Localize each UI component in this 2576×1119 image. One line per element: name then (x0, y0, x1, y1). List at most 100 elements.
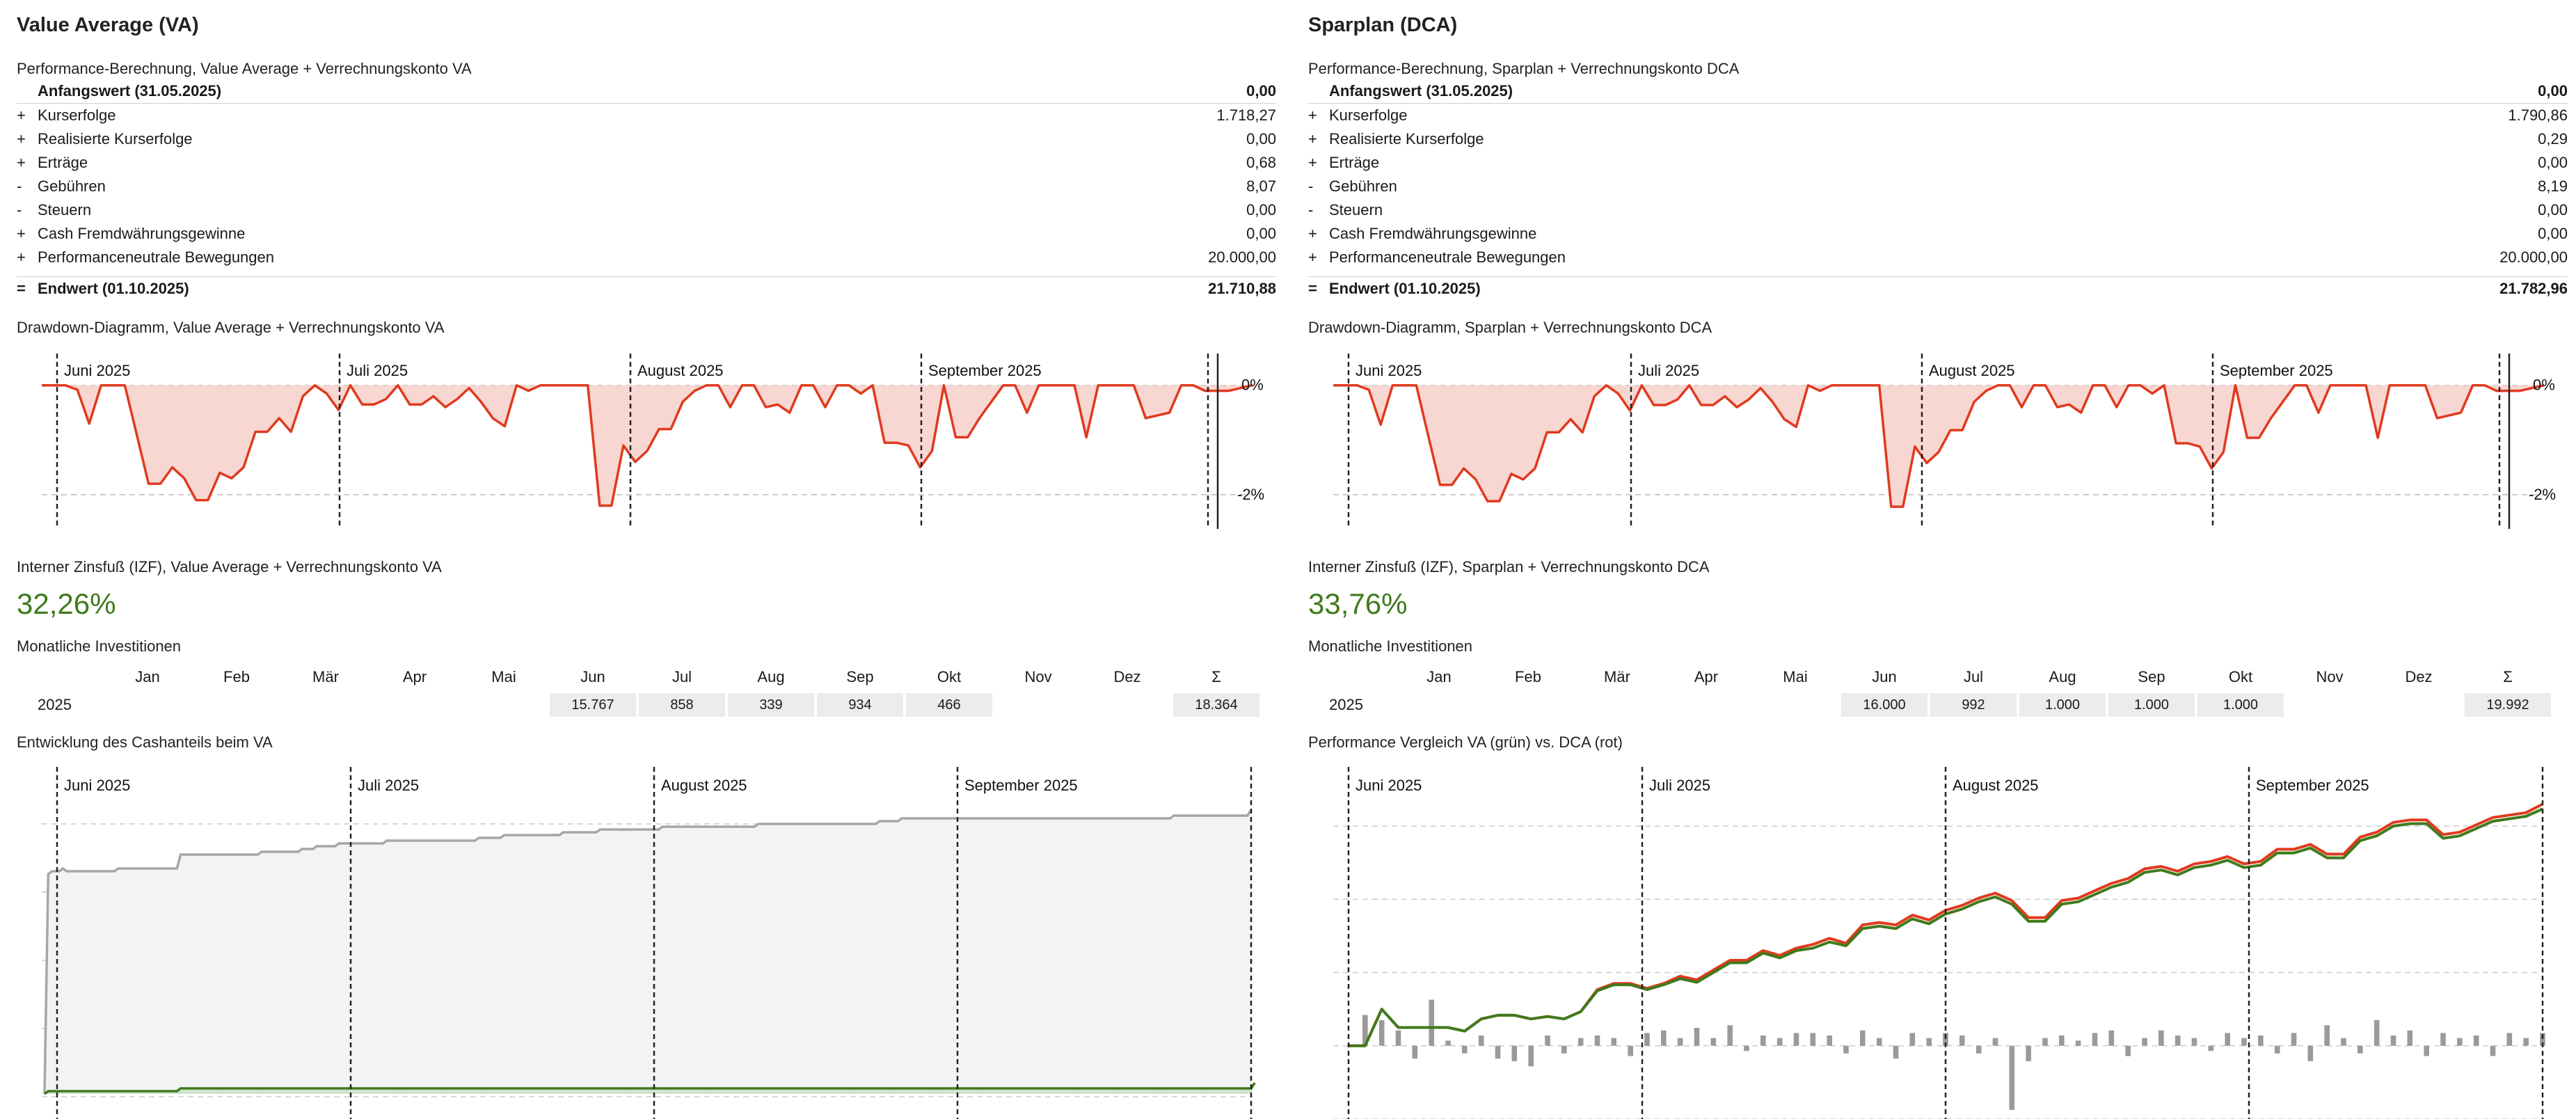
difference-bar (1827, 1035, 1832, 1046)
perf-value: 0,68 (1246, 154, 1276, 171)
drawdown-area (42, 385, 1253, 506)
total-line (43, 809, 1253, 1095)
perf-value: 0,00 (1246, 225, 1276, 242)
perf-value: 1.790,86 (2508, 106, 2568, 124)
difference-bar (2042, 1038, 2048, 1046)
difference-bar (1577, 1038, 1584, 1046)
inv-year: 2025 (38, 696, 72, 713)
perf-op: - (17, 201, 22, 219)
month-marker-label: Juni 2025 (1355, 777, 1422, 794)
month-marker-label: September 2025 (2220, 362, 2333, 379)
perf-row: Anfangswert (31.05.2025) 0,00 (1308, 79, 2568, 104)
inv-month-header: Mai (491, 668, 516, 685)
perf-label: Endwert (01.10.2025) (1329, 280, 1481, 297)
difference-bar (2258, 1035, 2264, 1046)
difference-bar (1876, 1038, 1882, 1046)
inv-month-value: 15.767 (550, 693, 636, 717)
perf-label: Cash Fremdwährungsgewinne (1329, 225, 1537, 242)
inv-month-value: 992 (1930, 693, 2017, 717)
va-inv-title: Monatliche Investitionen (17, 637, 182, 655)
difference-bar (2175, 1035, 2181, 1046)
difference-bar (2307, 1045, 2314, 1061)
perf-op: = (1308, 280, 1317, 297)
inv-month-header: Dez (1113, 668, 1141, 685)
difference-bar (2358, 1045, 2363, 1054)
month-marker-label: September 2025 (928, 362, 1042, 379)
perf-op: + (1308, 106, 1317, 124)
perf-op: - (17, 177, 22, 195)
difference-bar (2374, 1019, 2380, 1046)
inv-month-header: Mai (1783, 668, 1808, 685)
va-irr-value: 32,26% (17, 587, 116, 620)
inv-month-header: Jun (580, 668, 605, 685)
cash-line (43, 1082, 1256, 1095)
inv-month-header: Nov (1024, 668, 1052, 685)
va-performance-table: Anfangswert (31.05.2025) 0,00 + Kurserfolg… (17, 79, 1276, 301)
month-marker-label: September 2025 (2256, 777, 2369, 794)
perf-value: 1.718,27 (1216, 106, 1276, 124)
difference-bar (2225, 1033, 2230, 1046)
dca-irr-value: 33,76% (1308, 587, 1408, 620)
dca-performance-table: Anfangswert (31.05.2025) 0,00 + Kurserfolg… (1308, 79, 2568, 301)
inv-month-header: Jul (1963, 668, 1984, 685)
perf-value: 20.000,00 (1208, 248, 1276, 266)
perf-label: Performanceneutrale Bewegungen (1329, 248, 1566, 266)
perf-label: Cash Fremdwährungsgewinne (38, 225, 246, 242)
perf-row: + Performanceneutrale Bewegungen 20.000,00 (1308, 246, 2568, 269)
dca-drawdown-chart: Juni 2025 Juli 2025 August 2025 September 2… (1333, 354, 2556, 529)
difference-bar (1694, 1028, 1700, 1046)
difference-bar (1545, 1035, 1550, 1046)
inv-month-header: Apr (1694, 668, 1719, 685)
perf-op: + (17, 106, 26, 124)
difference-bar (1975, 1045, 1982, 1054)
difference-bar (2108, 1030, 2115, 1046)
inv-month-value: 16.000 (1841, 693, 1927, 717)
perf-op: + (17, 225, 26, 242)
difference-bar (1445, 1040, 1451, 1046)
inv-month-header: Nov (2316, 668, 2344, 685)
difference-bar (2191, 1038, 2197, 1046)
inv-month-header: Jan (135, 668, 160, 685)
month-marker-label: August 2025 (1953, 777, 2039, 794)
perf-value: 0,00 (1246, 201, 1276, 219)
perf-label: Endwert (01.10.2025) (38, 280, 189, 297)
perf-op: = (17, 280, 26, 297)
difference-bar (2457, 1038, 2463, 1046)
perf-value: 0,00 (2538, 154, 2568, 171)
difference-bar (1429, 999, 1434, 1046)
perf-row: + Cash Fremdwährungsgewinne 0,00 (17, 222, 1276, 246)
difference-bar (2440, 1033, 2446, 1046)
difference-bar (1561, 1045, 1567, 1054)
drawdown-line (1333, 383, 2545, 508)
difference-bar (2208, 1045, 2214, 1051)
difference-bar (2473, 1035, 2479, 1046)
perf-label: Gebühren (1329, 177, 1397, 195)
dca-perf-title: Performance-Berechnung, Sparplan + Verre… (1308, 60, 1740, 77)
perf-row: - Steuern 0,00 (1308, 198, 2568, 222)
dca-title: Sparplan (DCA) (1308, 14, 1458, 36)
month-marker-label: Juli 2025 (1649, 777, 1710, 794)
perf-value: 8,19 (2538, 177, 2568, 195)
perf-row-total: = Endwert (01.10.2025) 21.710,88 (17, 276, 1276, 301)
inv-month-value: 1.000 (2108, 693, 2195, 717)
difference-bar (1860, 1030, 1866, 1046)
difference-bar (2274, 1045, 2280, 1054)
inv-month-header: Okt (2228, 668, 2253, 685)
perf-row: + Realisierte Kurserfolge 0,00 (17, 127, 1276, 151)
difference-bar (1893, 1045, 1899, 1059)
difference-bar (2092, 1033, 2098, 1046)
difference-bar (2241, 1038, 2247, 1046)
va-cash-title: Entwicklung des Cashanteils beim VA (17, 733, 273, 751)
difference-bar (2506, 1033, 2513, 1046)
dca-perf-compare-title: Performance Vergleich VA (grün) vs. DCA … (1308, 733, 1623, 751)
difference-bar (1644, 1033, 1650, 1046)
difference-bar (1992, 1038, 1998, 1046)
perf-value: 0,00 (2538, 82, 2568, 100)
inv-month-value: 934 (817, 693, 903, 717)
perf-op: + (17, 248, 26, 266)
difference-bar (1362, 1015, 1368, 1046)
perf-row-total: = Endwert (01.10.2025) 21.782,96 (1308, 276, 2568, 301)
performance-compare-chart: Juni 2025 Juli 2025 August 2025 September 2… (1333, 767, 2545, 1119)
difference-bar (2540, 1033, 2545, 1046)
difference-bar (2424, 1045, 2429, 1056)
